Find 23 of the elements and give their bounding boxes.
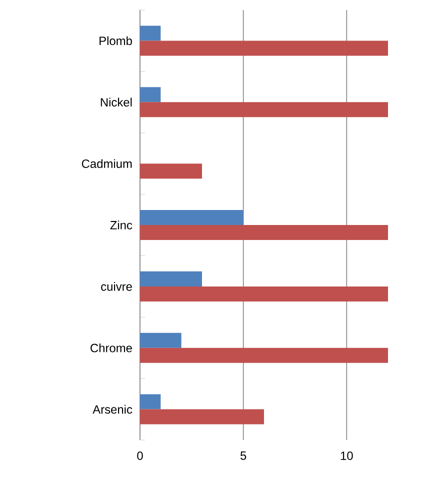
y-tick-label: Cadmium <box>82 159 132 168</box>
bar <box>140 225 388 240</box>
bar <box>140 409 264 424</box>
y-tick-label: cuivre <box>101 282 132 291</box>
y-tick-label: Arsenic <box>92 404 132 414</box>
bar <box>140 164 202 179</box>
x-tick-label: 10 <box>340 452 353 460</box>
y-tick-label: Zinc <box>110 220 132 230</box>
bar <box>140 286 388 302</box>
x-tick-label: 0 <box>137 452 143 460</box>
y-tick-label: Plomb <box>100 36 132 46</box>
y-tick-label: Nickel <box>100 98 132 107</box>
bar <box>140 210 244 226</box>
bar <box>140 394 161 410</box>
bar <box>140 332 182 348</box>
bar <box>140 348 388 363</box>
bar <box>140 271 202 286</box>
bar <box>140 40 388 56</box>
bar <box>140 26 161 41</box>
bar <box>140 102 388 118</box>
y-tick-label: Chrome <box>90 343 132 352</box>
x-tick-label: 5 <box>240 452 246 460</box>
bar <box>140 87 161 102</box>
